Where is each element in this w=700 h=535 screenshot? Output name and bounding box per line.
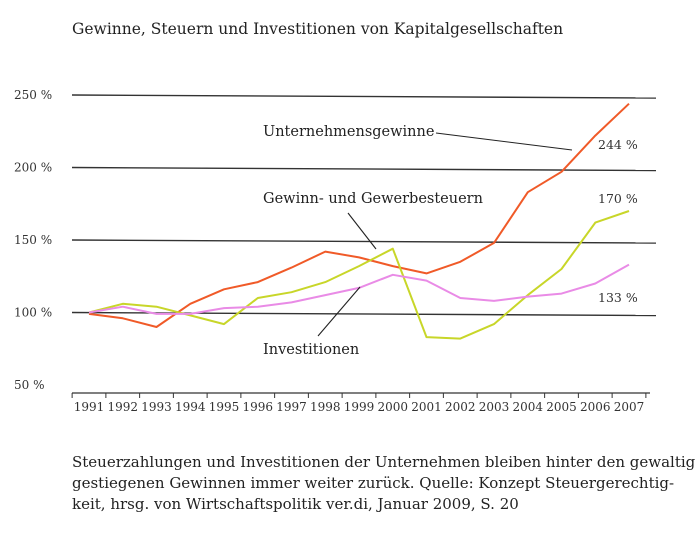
y-tick-label-200: 200 % — [14, 161, 52, 175]
x-tick-label-1993: 1993 — [141, 400, 172, 414]
x-tick-label-1995: 1995 — [209, 400, 240, 414]
x-tick-label-1998: 1998 — [310, 400, 341, 414]
x-tick-label-2000: 2000 — [377, 400, 408, 414]
leader-line-3 — [317, 286, 361, 337]
caption-line-2: gestiegenen Gewinnen immer weiter zurück… — [72, 474, 675, 492]
end-value-label-2: 170 % — [598, 191, 638, 206]
caption-line-3: keit, hrsg. von Wirtschaftspolitik ver.d… — [72, 495, 519, 513]
caption-line-1: Steuerzahlungen und Investitionen der Un… — [72, 453, 696, 471]
x-tick-label-2005: 2005 — [546, 400, 577, 414]
x-tick-label-2001: 2001 — [411, 400, 442, 414]
x-tick-label-2006: 2006 — [580, 400, 611, 414]
x-tick-label-1994: 1994 — [175, 400, 206, 414]
leader-line-2 — [347, 212, 377, 250]
chart-title: Gewinne, Steuern und Investitionen von K… — [72, 20, 564, 38]
x-tick-label-1999: 1999 — [344, 400, 375, 414]
x-tick-label-1991: 1991 — [74, 400, 105, 414]
y-axis-tick-labels: 50 % 100 % 150 % 200 % 250 % — [14, 88, 52, 392]
x-tick-label-2004: 2004 — [512, 400, 543, 414]
y-tick-label-100: 100 % — [14, 306, 52, 320]
x-tick-label-1996: 1996 — [242, 400, 273, 414]
series-name-label-3: Investitionen — [263, 342, 359, 358]
series-name-label-1: Unternehmensgewinne — [263, 124, 434, 140]
end-value-label-3: 133 % — [598, 290, 638, 305]
series-annotations: Unternehmensgewinne 244 % Gewinn- und Gewe… — [263, 124, 638, 358]
grid-line-150 — [71, 239, 657, 244]
grid-line-200 — [71, 166, 657, 172]
x-tick-label-2002: 2002 — [445, 400, 476, 414]
grid-line-250 — [71, 94, 657, 99]
y-tick-label-50: 50 % — [14, 378, 45, 392]
x-tick-label-2003: 2003 — [479, 400, 510, 414]
series-line-3 — [88, 263, 630, 315]
line-chart: 50 %100 %150 %200 %250 % 1991 1992 1993 199… — [14, 88, 657, 414]
figure-caption: Steuerzahlungen und Investitionen der Un… — [72, 452, 696, 515]
x-tick-label-1997: 1997 — [276, 400, 307, 414]
x-axis: 1991 1992 1993 1994 1995 1996 1997 1998 1999 2000… — [71, 392, 650, 414]
end-value-label-1: 244 % — [598, 137, 638, 152]
series-name-label-2: Gewinn- und Gewerbesteuern — [263, 191, 483, 207]
leader-line-1 — [435, 132, 573, 151]
x-tick-label-2007: 2007 — [614, 400, 645, 414]
y-tick-label-150: 150 % — [14, 233, 52, 247]
y-tick-label-250: 250 % — [14, 88, 52, 102]
x-tick-label-1992: 1992 — [107, 400, 138, 414]
series-line-2 — [88, 210, 630, 340]
